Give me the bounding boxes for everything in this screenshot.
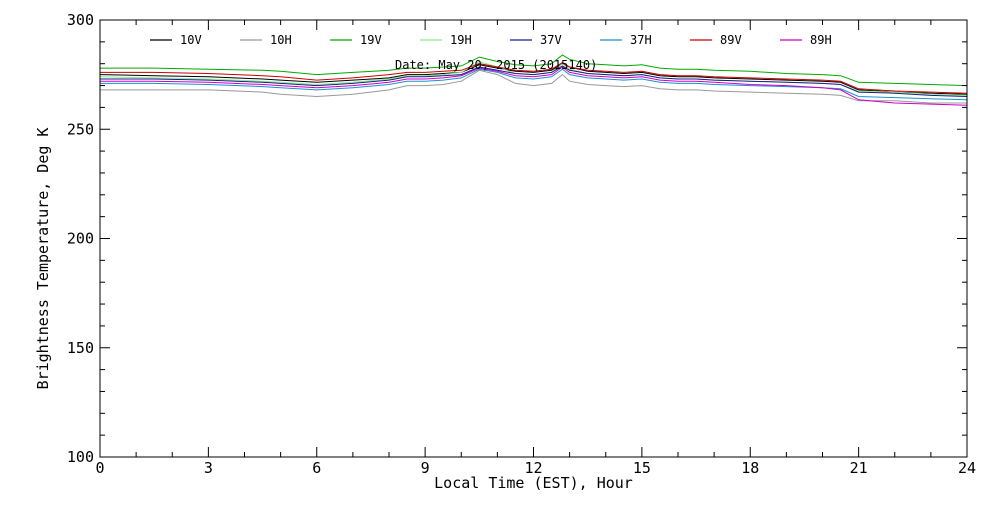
legend-label-19v: 19V bbox=[360, 33, 382, 47]
axes-layer: 0 3 6 9 12 15 18 21 24 100 150 200 250 300 bbox=[67, 11, 976, 477]
legend-label-37v: 37V bbox=[540, 33, 562, 47]
series-line-37h bbox=[100, 68, 968, 101]
x-axis-title: Local Time (EST), Hour bbox=[434, 474, 633, 492]
legend-label-89v: 89V bbox=[720, 33, 742, 47]
y-tick-label: 150 bbox=[67, 339, 94, 357]
series-line-10h bbox=[100, 69, 967, 104]
series-layer bbox=[99, 54, 968, 106]
legend: 10V 10H 19V 19H 37V 37H 89V 89H bbox=[150, 33, 832, 47]
x-tick-label: 21 bbox=[850, 459, 868, 477]
x-tick-label: 12 bbox=[524, 459, 542, 477]
x-tick-label: 15 bbox=[633, 459, 651, 477]
series-line-89v bbox=[100, 62, 968, 94]
y-axis-title: Brightness Temperature, Deg K bbox=[34, 128, 52, 390]
x-tick-label: 9 bbox=[421, 459, 430, 477]
legend-label-10v: 10V bbox=[180, 33, 202, 47]
x-tick-label: 0 bbox=[95, 459, 104, 477]
x-tick-label: 24 bbox=[958, 459, 976, 477]
y-tick-label: 250 bbox=[67, 120, 94, 138]
legend-label-89h: 89H bbox=[810, 33, 832, 47]
series-line-37v bbox=[100, 65, 968, 97]
x-tick-label: 3 bbox=[204, 459, 213, 477]
y-tick-label: 200 bbox=[67, 230, 94, 248]
date-annotation: Date: May 20, 2015 (2015140) bbox=[395, 58, 597, 72]
x-tick-label: 6 bbox=[312, 459, 321, 477]
y-tick-label: 100 bbox=[67, 448, 94, 466]
legend-label-19h: 19H bbox=[450, 33, 472, 47]
x-tick-label: 18 bbox=[741, 459, 759, 477]
series-line-19v bbox=[100, 54, 968, 87]
series-line-89h bbox=[100, 66, 968, 106]
legend-label-10h: 10H bbox=[270, 33, 292, 47]
y-tick-label: 300 bbox=[67, 11, 94, 29]
legend-label-37h: 37H bbox=[630, 33, 652, 47]
